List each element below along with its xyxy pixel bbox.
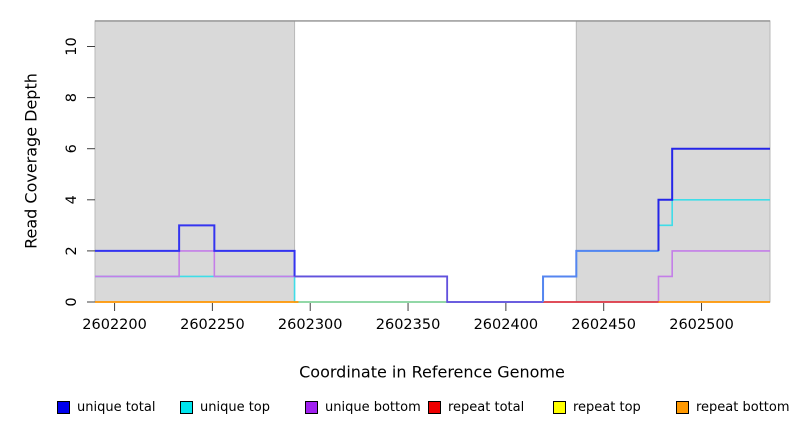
legend-swatch-repeat-total	[428, 400, 441, 414]
legend-swatch-repeat-top	[553, 400, 566, 414]
legend-item-unique-bottom: unique bottom	[305, 398, 421, 416]
y-tick-label: 4	[64, 195, 80, 204]
series-line-unique-total-left	[95, 224, 296, 277]
legend-label: repeat bottom	[696, 399, 790, 415]
y-tick-label: 6	[64, 144, 80, 153]
series-line-unique-total-right	[657, 147, 770, 251]
y-tick-label: 8	[64, 93, 80, 102]
legend-swatch-unique-bottom	[305, 400, 318, 414]
legend-label: unique total	[77, 399, 156, 415]
x-tick-label: 2602200	[82, 317, 147, 333]
legend-swatch-unique-top	[180, 400, 193, 414]
legend: unique total unique top unique bottom re…	[0, 398, 792, 420]
legend-swatch-unique-total	[57, 400, 70, 414]
legend-label: repeat top	[573, 399, 641, 415]
legend-label: unique bottom	[325, 399, 421, 415]
x-tick-label: 2602250	[180, 317, 245, 333]
shaded-region	[94, 20, 296, 303]
x-tick-label: 2602450	[571, 317, 636, 333]
x-tick-label: 2602350	[376, 317, 441, 333]
series-line-unique-total-mid	[294, 275, 544, 303]
y-tick-label: 2	[64, 246, 80, 255]
legend-label: repeat total	[448, 399, 525, 415]
series-line-unique-total-rise	[542, 249, 659, 302]
legend-label: unique top	[200, 399, 271, 415]
x-tick-label: 2602500	[669, 317, 734, 333]
x-tick-label: 2602300	[278, 317, 343, 333]
y-axis-title: Read Coverage Depth	[21, 73, 41, 249]
legend-item-repeat-top: repeat top	[553, 398, 641, 416]
y-tick-label: 0	[64, 297, 80, 306]
legend-item-repeat-bottom: repeat bottom	[676, 398, 790, 416]
x-tick-label: 2602400	[474, 317, 539, 333]
legend-swatch-repeat-bottom	[676, 400, 689, 414]
legend-item-unique-total: unique total	[57, 398, 155, 416]
y-tick-label: 10	[64, 37, 80, 55]
legend-item-unique-top: unique top	[180, 398, 270, 416]
legend-item-repeat-total: repeat total	[428, 398, 524, 416]
x-axis-title: Coordinate in Reference Genome	[299, 362, 565, 382]
